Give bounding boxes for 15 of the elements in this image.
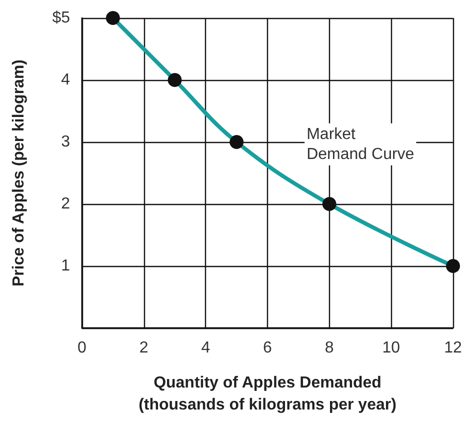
x-axis-title: Quantity of Apples Demanded (thousands of kilograms per year) xyxy=(138,374,396,414)
x-tick-label: 6 xyxy=(263,340,272,356)
y-tick-label: 4 xyxy=(61,72,70,88)
x-tick-label: 0 xyxy=(78,340,87,356)
y-tick-label: 2 xyxy=(61,196,70,212)
x-tick-label: 8 xyxy=(324,340,334,356)
y-axis-title: Price of Apples (per kilogram) xyxy=(10,59,28,287)
x-tick-label: 4 xyxy=(201,340,210,356)
y-tick-label: 1 xyxy=(61,258,70,274)
annotation: Market Demand Curve xyxy=(306,126,414,163)
x-tick-label: 12 xyxy=(444,340,462,356)
x-tick-label: 2 xyxy=(139,340,148,356)
x-tick-label: 10 xyxy=(382,340,400,356)
y-tick-label: $5 xyxy=(52,10,70,26)
y-tick-label: 3 xyxy=(61,134,70,150)
